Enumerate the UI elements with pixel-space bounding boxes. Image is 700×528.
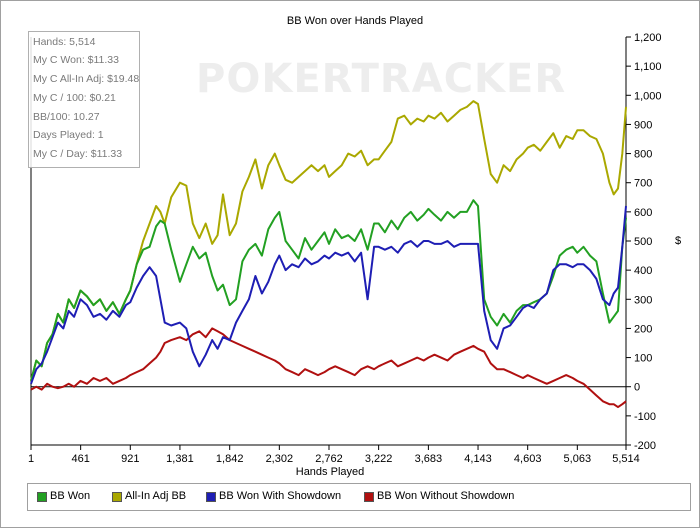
y-tick-label: 400 <box>634 265 652 277</box>
y-tick-label: 0 <box>634 382 640 394</box>
x-tick-label: 1,381 <box>166 453 194 465</box>
x-tick-label: 3,222 <box>365 453 393 465</box>
y-tick-label: 100 <box>634 353 652 365</box>
legend-label-with-showdown: BB Won With Showdown <box>219 490 342 502</box>
y-tick-label: 1,000 <box>634 90 662 102</box>
x-tick-label: 5,514 <box>612 453 640 465</box>
y-tick-label: 600 <box>634 207 652 219</box>
stat-bb-100: BB/100: 10.27 <box>33 111 100 123</box>
legend-swatch-without-showdown <box>364 492 374 502</box>
y-tick-label: -200 <box>634 440 656 452</box>
legend-swatch-with-showdown <box>206 492 216 502</box>
x-tick-label: 2,762 <box>315 453 343 465</box>
x-tick-label: 5,063 <box>564 453 592 465</box>
stat-hands: Hands: 5,514 <box>33 36 96 48</box>
x-tick-label: 3,683 <box>415 453 443 465</box>
legend-swatch-bb-won <box>37 492 47 502</box>
chart-title: BB Won over Hands Played <box>287 15 423 27</box>
y-tick-label: 1,100 <box>634 61 662 73</box>
legend-label-without-showdown: BB Won Without Showdown <box>377 490 515 502</box>
series-layer <box>30 100 627 409</box>
y-tick-label: -100 <box>634 411 656 423</box>
y-tick-label: 700 <box>634 178 652 190</box>
x-tick-label: 2,302 <box>266 453 294 465</box>
series-line-bb-won <box>30 199 627 382</box>
x-tick-label: 461 <box>71 453 89 465</box>
y-tick-label: 500 <box>634 236 652 248</box>
stat-per-day: My C / Day: $11.33 <box>33 148 123 160</box>
legend: BB Won All-In Adj BB BB Won With Showdow… <box>27 483 691 511</box>
y-tick-label: 800 <box>634 149 652 161</box>
stat-won: My C Won: $11.33 <box>33 54 119 66</box>
series-line-bb-won-without-showdown <box>30 327 627 409</box>
x-tick-label: 4,143 <box>464 453 492 465</box>
x-tick-label: 4,603 <box>514 453 542 465</box>
y-tick-label: 900 <box>634 119 652 131</box>
legend-label-bb-won: BB Won <box>50 490 91 502</box>
legend-label-all-in-adj: All-In Adj BB <box>125 490 187 502</box>
y-tick-label: 200 <box>634 323 652 335</box>
x-tick-label: 1,842 <box>216 453 244 465</box>
stat-allin-adj: My C All-In Adj: $19.48 <box>33 73 140 85</box>
stats-box: Hands: 5,514 My C Won: $11.33 My C All-I… <box>28 31 140 168</box>
watermark-logo: POKERTRACKER <box>196 56 566 102</box>
legend-swatch-all-in-adj <box>112 492 122 502</box>
y-tick-label: 1,200 <box>634 32 662 44</box>
x-axis-label: Hands Played <box>296 466 365 478</box>
stat-per-100: My C / 100: $0.21 <box>33 92 116 104</box>
y-tick-label: 300 <box>634 294 652 306</box>
y-axis-label: $ <box>675 235 681 247</box>
x-tick-label: 921 <box>121 453 139 465</box>
x-tick-label: 1 <box>28 453 34 465</box>
stat-days-played: Days Played: 1 <box>33 129 104 141</box>
series-line-bb-won-with-showdown <box>30 205 627 385</box>
